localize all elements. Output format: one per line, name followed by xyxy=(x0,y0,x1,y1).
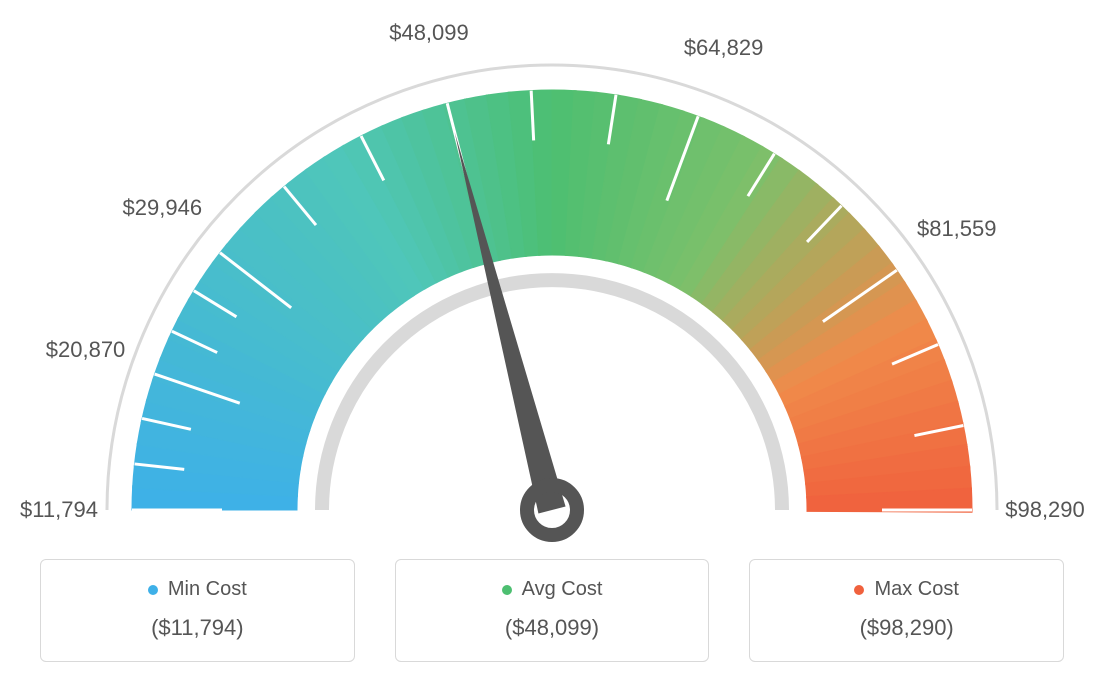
min-cost-title: Min Cost xyxy=(148,578,247,601)
gauge-tick-label: $29,946 xyxy=(123,195,203,221)
cost-gauge: $11,794 $20,870 $29,946 $48,099 $64,829 $81,5… xyxy=(0,0,1104,560)
min-cost-card: Min Cost ($11,794) xyxy=(40,559,355,662)
min-cost-title-text: Min Cost xyxy=(168,578,247,601)
gauge-tick-label: $64,829 xyxy=(684,35,764,61)
max-cost-title-text: Max Cost xyxy=(874,578,958,601)
gauge-svg xyxy=(0,0,1104,560)
gauge-tick-label: $98,290 xyxy=(1005,497,1085,523)
max-cost-title: Max Cost xyxy=(854,578,958,601)
avg-cost-value: ($48,099) xyxy=(406,615,699,641)
max-cost-value: ($98,290) xyxy=(760,615,1053,641)
summary-row: Min Cost ($11,794) Avg Cost ($48,099) Ma… xyxy=(40,559,1064,662)
gauge-tick-label: $20,870 xyxy=(46,337,126,363)
gauge-tick-label: $81,559 xyxy=(917,216,997,242)
gauge-tick-label: $11,794 xyxy=(20,497,98,523)
min-dot-icon xyxy=(148,585,158,595)
max-cost-card: Max Cost ($98,290) xyxy=(749,559,1064,662)
max-dot-icon xyxy=(854,585,864,595)
avg-dot-icon xyxy=(502,585,512,595)
gauge-tick-label: $48,099 xyxy=(389,20,469,46)
avg-cost-card: Avg Cost ($48,099) xyxy=(395,559,710,662)
min-cost-value: ($11,794) xyxy=(51,615,344,641)
avg-cost-title-text: Avg Cost xyxy=(522,578,603,601)
avg-cost-title: Avg Cost xyxy=(502,578,603,601)
